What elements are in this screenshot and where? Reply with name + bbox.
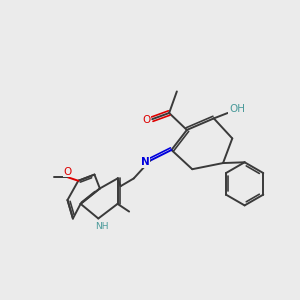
Text: N: N [141, 157, 150, 167]
Text: OH: OH [229, 104, 245, 114]
Text: O: O [63, 167, 72, 176]
Text: O: O [142, 115, 150, 125]
Text: NH: NH [94, 222, 108, 231]
